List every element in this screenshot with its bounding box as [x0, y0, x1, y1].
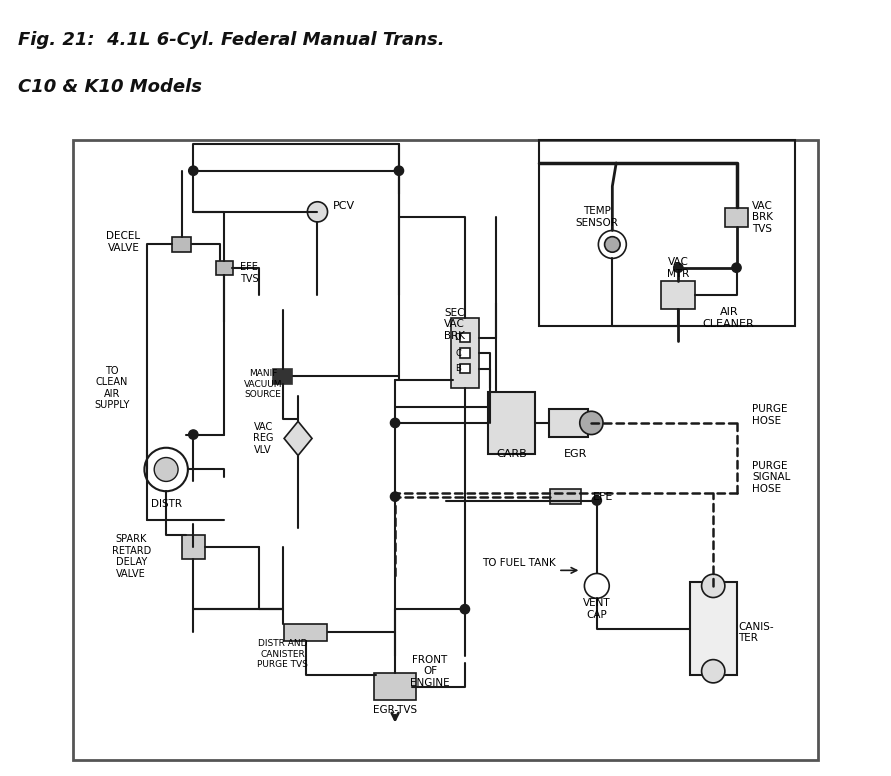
Circle shape [701, 660, 725, 683]
Text: PURGE
SIGNAL
HOSE: PURGE SIGNAL HOSE [752, 461, 790, 494]
Bar [273, 369, 292, 384]
Circle shape [390, 418, 400, 428]
Text: PCV: PCV [333, 201, 356, 210]
Text: CARB: CARB [496, 449, 527, 459]
Text: SPARK
RETARD
DELAY
VALVE: SPARK RETARD DELAY VALVE [111, 534, 151, 579]
Circle shape [593, 496, 601, 505]
Text: EGR-TVS: EGR-TVS [373, 705, 417, 715]
Text: TO FUEL TANK: TO FUEL TANK [482, 558, 556, 567]
Circle shape [599, 230, 626, 258]
Bar [690, 582, 737, 675]
Text: MANIF
VACUUM
SOURCE: MANIF VACUUM SOURCE [244, 369, 282, 399]
Text: B: B [455, 364, 461, 373]
Text: VENT
CAP: VENT CAP [583, 598, 610, 620]
Circle shape [390, 492, 400, 501]
Text: VAC
BRK
TVS: VAC BRK TVS [752, 201, 773, 234]
Text: EGR: EGR [564, 449, 587, 459]
Polygon shape [284, 421, 312, 456]
Circle shape [584, 573, 609, 598]
Bar [488, 392, 535, 454]
Bar [216, 261, 233, 275]
Bar [284, 624, 327, 641]
Text: EFE: EFE [593, 492, 613, 501]
Circle shape [307, 202, 328, 222]
Text: Fig. 21:  4.1L 6-Cyl. Federal Manual Trans.: Fig. 21: 4.1L 6-Cyl. Federal Manual Tran… [18, 31, 445, 49]
Bar [549, 409, 587, 437]
Circle shape [144, 448, 188, 491]
Text: CANIS-
TER: CANIS- TER [738, 622, 773, 643]
Circle shape [701, 574, 725, 598]
Text: D: D [454, 333, 461, 342]
Text: EFE
TVS: EFE TVS [240, 262, 258, 284]
Bar [451, 318, 478, 388]
Circle shape [461, 605, 470, 614]
Bar [725, 208, 748, 227]
Text: C10 & K10 Models: C10 & K10 Models [18, 78, 202, 95]
Text: VAC
REG
VLV: VAC REG VLV [253, 422, 274, 455]
Text: PURGE
HOSE: PURGE HOSE [752, 404, 788, 426]
Circle shape [732, 263, 741, 272]
Text: TEMP
SENSOR: TEMP SENSOR [576, 206, 618, 228]
Text: TO
CLEAN
AIR
SUPPLY: TO CLEAN AIR SUPPLY [94, 365, 129, 411]
Text: AIR
CLEANER: AIR CLEANER [703, 307, 755, 329]
Bar [461, 333, 470, 342]
Text: DISTR: DISTR [151, 500, 182, 509]
Text: FRONT
OF
ENGINE: FRONT OF ENGINE [410, 655, 450, 688]
Text: DISTR AND
CANISTER
PURGE TVS: DISTR AND CANISTER PURGE TVS [257, 639, 308, 669]
Bar [461, 348, 470, 358]
Circle shape [580, 411, 603, 435]
Circle shape [674, 263, 683, 272]
Bar [461, 364, 470, 373]
Circle shape [395, 166, 404, 175]
Text: C: C [455, 348, 461, 358]
Bar [373, 674, 416, 700]
Circle shape [605, 237, 620, 252]
Bar [182, 535, 205, 559]
Text: VAC
MTR: VAC MTR [667, 257, 690, 279]
Circle shape [154, 458, 178, 481]
Circle shape [189, 166, 198, 175]
Text: SEC
VAC
BRK: SEC VAC BRK [445, 308, 465, 341]
Bar [172, 237, 192, 252]
Bar [551, 489, 581, 504]
Text: DECEL
VALVE: DECEL VALVE [106, 231, 141, 253]
Bar [661, 281, 695, 309]
Circle shape [189, 430, 198, 439]
